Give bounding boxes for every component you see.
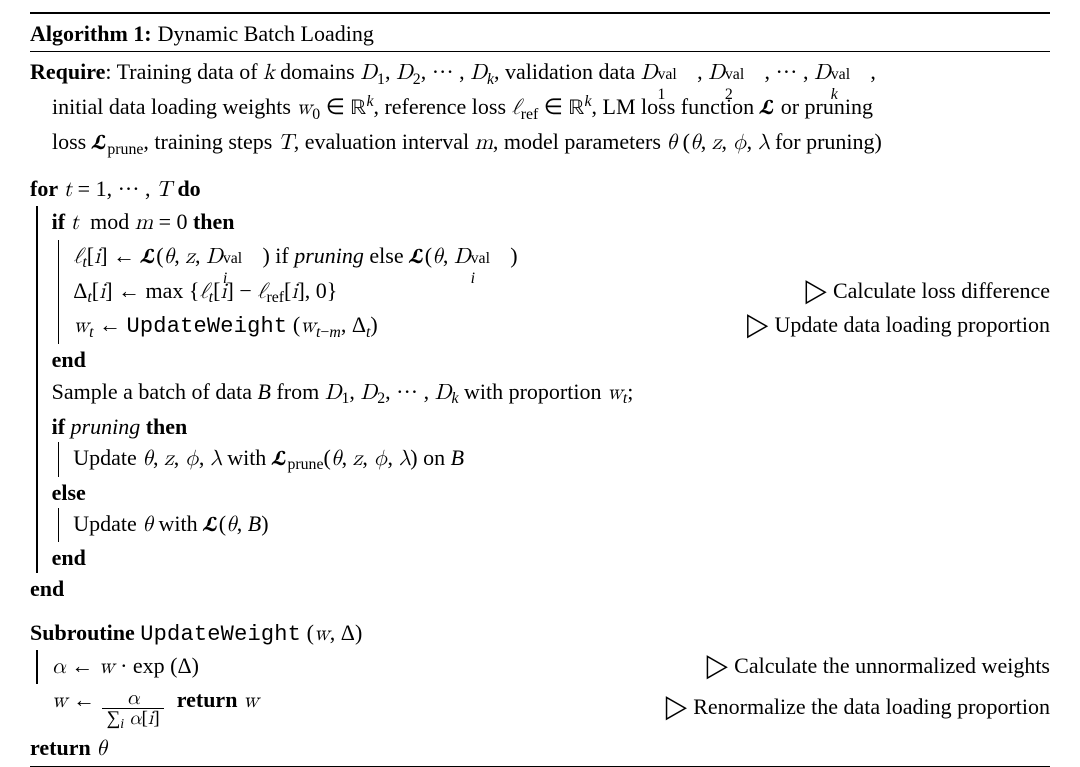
line-delta: Δt[i] ← max {ℓt[i] − ℓref[i], 0} ▷ Calcu…: [30, 275, 1050, 310]
require-line-2: initial data loading weights w0 ∈ ℝk, re…: [30, 91, 1050, 126]
if-head-1: if t mod m = 0 then: [30, 206, 1050, 239]
it-pruning-2: pruning: [71, 414, 141, 439]
kw-return-2: return: [30, 735, 91, 760]
end-if-1: end: [30, 344, 1050, 375]
bottom-rule: [30, 766, 1050, 767]
algorithm-number: Algorithm 1:: [30, 18, 152, 49]
sub-line-normalize: w ← α ∑i α[i] return w ▷ Renormalize the…: [30, 684, 1050, 732]
require-label: Require: [30, 59, 105, 84]
kw-if: if: [52, 209, 65, 234]
final-return: return θ: [30, 732, 1050, 765]
end-for: end: [30, 573, 1050, 604]
kw-else: else: [30, 477, 1050, 508]
kw-return-1: return: [177, 687, 238, 712]
line-update-weight-call: wt ← UpdateWeight (wt−m, Δt) ▷ Update da…: [30, 309, 1050, 344]
sub-line-alpha: α ← w · exp (Δ) ▷ Calculate the unnormal…: [30, 650, 1050, 684]
if-head-2: if pruning then: [30, 411, 1050, 442]
line-update-prune: Update θ, z, ϕ, λ with 𝓛prune(θ, z, ϕ, λ…: [30, 442, 1050, 477]
it-pruning-1: pruning: [294, 243, 364, 268]
line-sample-batch: Sample a batch of data B from D1, D2, ··…: [30, 376, 1050, 411]
comment-renorm: ▷ Renormalize the data loading proportio…: [644, 691, 1050, 725]
kw-then: then: [193, 209, 235, 234]
line-update-theta: Update θ with 𝓛(θ, B): [30, 508, 1050, 542]
kw-subroutine: Subroutine: [30, 620, 135, 645]
require-block: Require: Training data of k domains D1, …: [30, 52, 1050, 167]
for-head: for t = 1, ··· , T do: [30, 173, 1050, 206]
comment-unnorm: ▷ Calculate the unnormalized weights: [685, 650, 1050, 684]
end-if-2: end: [30, 542, 1050, 573]
kw-do: do: [177, 176, 200, 201]
require-line-1: : Training data of k domains D1, D2, ···…: [105, 59, 875, 84]
kw-for: for: [30, 176, 58, 201]
kw-mod: mod: [90, 209, 129, 234]
algorithm-title-bar: Algorithm 1: Dynamic Batch Loading: [30, 14, 1050, 51]
fn-updateweight-1: UpdateWeight: [126, 314, 287, 339]
algorithm-title: Dynamic Batch Loading: [158, 18, 374, 49]
line-loss-eval: ℓt[i] ← 𝓛(θ, z, Dvali) if pruning else 𝓛…: [30, 240, 1050, 275]
fn-updateweight-2: UpdateWeight: [140, 622, 301, 647]
comment-update-prop: ▷ Update data loading proportion: [725, 309, 1050, 344]
subroutine-head: Subroutine UpdateWeight (w, Δ): [30, 617, 1050, 650]
require-line-3: loss 𝓛prune, training steps T, evaluatio…: [30, 126, 1050, 161]
algorithm-block: Algorithm 1: Dynamic Batch Loading Requi…: [0, 0, 1080, 690]
comment-loss-diff: ▷ Calculate loss difference: [784, 275, 1050, 310]
